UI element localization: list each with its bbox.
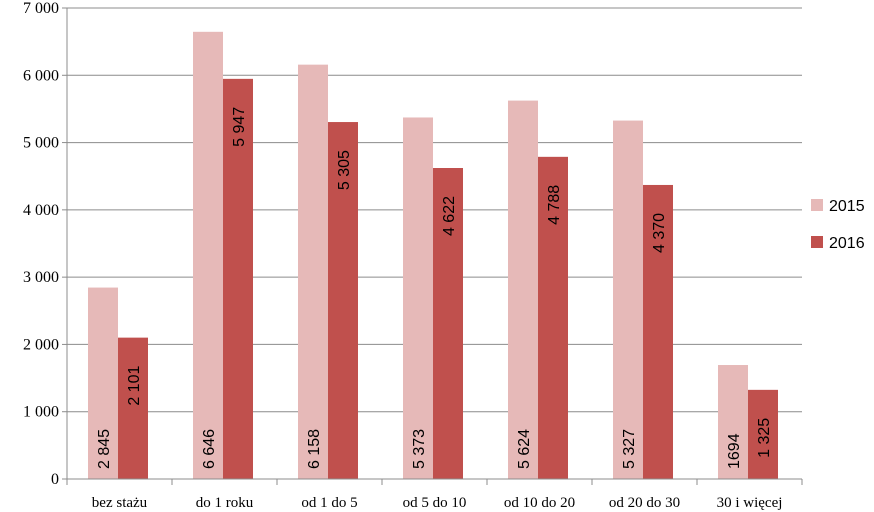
y-tick-label: 4 000 [23, 202, 59, 219]
data-label-2015: 5 624 [516, 429, 533, 469]
data-label-2015: 2 845 [96, 429, 113, 469]
data-label-2015: 6 646 [201, 429, 218, 469]
bar-2015 [403, 117, 433, 480]
data-label-2016: 2 101 [126, 366, 143, 406]
data-labels: 2 845 2 101 6 646 5 947 6 158 5 305 5 373 4 622… [96, 107, 773, 469]
bar-2015 [508, 100, 538, 479]
y-axis: 0 1 000 2 000 3 000 4 000 5 000 6 000 7 000 [23, 0, 68, 488]
legend-swatch-2015 [811, 199, 823, 211]
bars [88, 31, 778, 480]
y-tick-label: 5 000 [23, 135, 59, 152]
data-label-2016: 1 325 [756, 418, 773, 458]
legend-swatch-2016 [811, 236, 823, 248]
bar-2016 [433, 168, 463, 479]
y-tick-label: 6 000 [23, 67, 59, 84]
data-label-2015: 5 327 [621, 429, 638, 469]
y-tick-label: 2 000 [23, 336, 59, 353]
data-label-2016: 5 947 [231, 107, 248, 147]
data-label-2015: 5 373 [411, 429, 428, 469]
x-tick-label: od 1 do 5 [301, 495, 357, 511]
bar-2016 [118, 337, 148, 479]
bar-2015 [298, 64, 328, 479]
x-tick-label: od 5 do 10 [403, 495, 467, 511]
x-tick-label: 30 i więcej [717, 495, 783, 511]
y-tick-label: 3 000 [23, 269, 59, 286]
legend: 2015 2016 [811, 198, 865, 252]
bar-2016 [748, 389, 778, 479]
data-label-2016: 4 788 [546, 185, 563, 225]
bar-2016 [538, 156, 568, 479]
y-tick-label: 0 [51, 471, 59, 488]
x-tick-label: bez stażu [92, 495, 148, 511]
x-tick-label: do 1 roku [196, 495, 254, 511]
bar-2015 [88, 287, 118, 479]
y-tick-label: 7 000 [23, 0, 59, 17]
data-label-2015: 6 158 [306, 429, 323, 469]
bar-2016 [328, 122, 358, 479]
bar-2015 [613, 120, 643, 479]
x-tick-label: od 20 do 30 [609, 495, 680, 511]
bar-2016 [223, 78, 253, 479]
bar-2015 [193, 31, 223, 479]
legend-label: 2016 [829, 235, 865, 252]
legend-label: 2015 [829, 198, 865, 215]
y-tick-label: 1 000 [23, 404, 59, 421]
data-label-2016: 4 622 [441, 196, 458, 236]
bar-2016 [643, 184, 673, 479]
data-label-2015: 1694 [726, 433, 743, 469]
x-tick-label: od 10 do 20 [504, 495, 575, 511]
x-axis: bez stażu do 1 roku od 1 do 5 od 5 do 10 od … [66, 478, 803, 511]
data-label-2016: 4 370 [651, 213, 668, 253]
data-label-2016: 5 305 [336, 150, 353, 190]
bar-2015 [718, 365, 748, 479]
